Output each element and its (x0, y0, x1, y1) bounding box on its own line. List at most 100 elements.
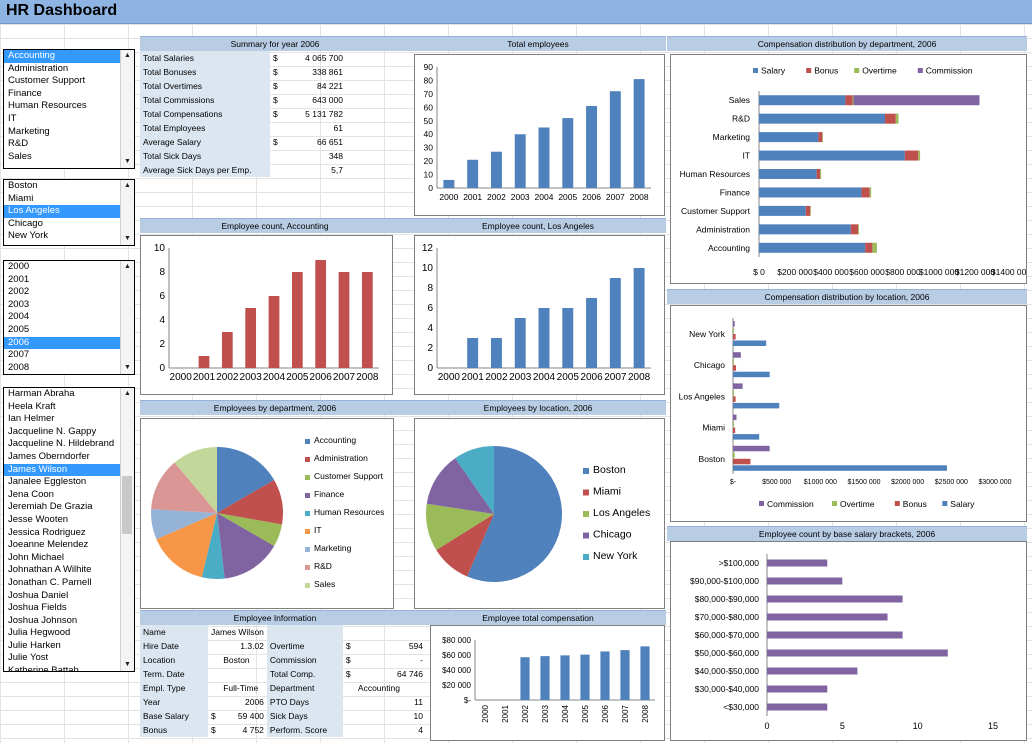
bar-2005 (580, 654, 590, 700)
years-option[interactable]: 2000 (8, 261, 30, 272)
employees-option[interactable]: Johnathan A Wilhite (8, 564, 92, 576)
y-tick-label: 4 (427, 323, 433, 334)
locations-scrollbar[interactable]: ▲ ▼ (120, 180, 134, 245)
bar-boston-commission (733, 445, 770, 452)
locations-option[interactable]: Miami (8, 192, 34, 204)
departments-option[interactable]: Administration (8, 62, 69, 74)
employees-option[interactable]: Jessica Rodriguez (8, 526, 86, 538)
y-tick-label: 10 (422, 263, 434, 274)
years-option[interactable]: 2008 (8, 361, 30, 373)
y-tick-label: $- (464, 696, 471, 705)
employees-option[interactable]: Jena Coon (8, 488, 54, 500)
x-tick-label: 10 (913, 721, 923, 731)
employees-option[interactable]: Joeanne Melendez (8, 539, 89, 551)
employees-option[interactable]: Jacqueline N. Gappy (8, 425, 97, 437)
bar-2007 (620, 650, 630, 700)
legend-swatch (305, 583, 310, 588)
locations-option[interactable]: New York (8, 230, 49, 242)
summary-row: Average Sick Days per Emp. 5,7 (140, 163, 346, 177)
employees-option[interactable]: Jacqueline N. Hildebrand (8, 438, 115, 450)
departments-option[interactable]: Customer Support (8, 75, 86, 87)
scroll-down-arrow-icon[interactable]: ▼ (124, 158, 131, 165)
department-listbox[interactable]: Accounting Administration Customer Support… (3, 49, 135, 169)
employees-option[interactable]: Julia Hegwood (8, 627, 71, 639)
employees-option[interactable]: Ian Helmer (8, 413, 55, 425)
year-listbox[interactable]: 2000 2001 2002 2003 2004 2005 2006 2007 2008 ▲ ▼ (3, 260, 135, 375)
employees-option[interactable]: Joshua Daniel (8, 589, 69, 601)
legend-swatch (917, 68, 923, 73)
legend-swatch (305, 565, 310, 570)
location-listbox[interactable]: Boston Miami Los Angeles Chicago New York ▲ ▼ (3, 179, 135, 246)
scroll-up-arrow-icon[interactable]: ▲ (124, 52, 131, 59)
summary-value: 4 065 700 (305, 53, 343, 63)
departments-option[interactable]: Marketing (8, 125, 50, 137)
info-value: 11 (414, 697, 423, 707)
employees-option[interactable]: James Wilson (4, 463, 134, 477)
y-tick-label: Accounting (708, 243, 750, 253)
summary-currency (270, 121, 284, 135)
info-value: Accounting (357, 683, 400, 693)
locations-option[interactable]: Chicago (8, 217, 43, 229)
departments-option[interactable]: Accounting (4, 50, 134, 63)
scroll-up-arrow-icon[interactable]: ▲ (124, 263, 131, 270)
employees-option[interactable]: James Oberndorfer (8, 450, 90, 462)
employees-option[interactable]: Harman Abraha (8, 388, 75, 399)
scroll-down-arrow-icon[interactable]: ▼ (124, 661, 131, 668)
info-currency: $ (211, 725, 216, 735)
bar-administration-overtime (858, 224, 859, 235)
departments-option[interactable]: Finance (8, 87, 42, 99)
y-tick-label: 2 (159, 339, 165, 350)
pie-loc-panel: Boston Miami Los Angeles Chicago New York (414, 418, 665, 609)
employees-option[interactable]: Katherine Battah (8, 665, 79, 672)
info-value: 64 746 (397, 669, 423, 679)
scroll-up-arrow-icon[interactable]: ▲ (124, 182, 131, 189)
years-scrollbar[interactable]: ▲ ▼ (120, 261, 134, 374)
legend-label: Administration (314, 453, 368, 463)
employee-listbox[interactable]: Harman Abraha Heela Kraft Ian Helmer Jacque… (3, 387, 135, 672)
years-option[interactable]: 2004 (8, 311, 30, 323)
departments-scrollbar[interactable]: ▲ ▼ (120, 50, 134, 168)
y-tick-label: $60,000-$70,000 (695, 630, 760, 640)
x-tick-label: 5 (840, 721, 845, 731)
employees-option[interactable]: Heela Kraft (8, 400, 56, 412)
employees-option[interactable]: Jeremiah De Grazia (8, 501, 93, 513)
employees-option[interactable]: Julie Harken (8, 639, 61, 651)
employees-option[interactable]: Julie Yost (8, 652, 49, 664)
years-option[interactable]: 2006 (4, 336, 134, 350)
employees-option[interactable]: Jesse Wooten (8, 513, 69, 525)
scroll-down-arrow-icon[interactable]: ▼ (124, 235, 131, 242)
employees-option[interactable]: Janalee Eggleston (8, 476, 87, 488)
slice-los-angeles (426, 503, 494, 550)
legend-label: Sales (314, 579, 335, 589)
employees-scroll-thumb[interactable] (122, 476, 132, 534)
y-tick-label: Boston (699, 454, 726, 464)
legend-label: Miami (593, 486, 621, 498)
years-option[interactable]: 2007 (8, 349, 30, 361)
bar-los-angeles-bonus (733, 396, 736, 402)
employees-option[interactable]: John Michael (8, 551, 64, 563)
years-option[interactable]: 2001 (8, 273, 30, 285)
legend-label: Overtime (840, 499, 875, 509)
employees-option[interactable]: Joshua Fields (8, 602, 67, 614)
bar-administration-bonus (850, 224, 858, 235)
bar-2002 (490, 151, 502, 188)
scroll-down-arrow-icon[interactable]: ▼ (124, 364, 131, 371)
departments-option[interactable]: R&D (8, 138, 29, 150)
info-value: 4 752 (242, 725, 264, 735)
scroll-up-arrow-icon[interactable]: ▲ (124, 390, 131, 397)
departments-option[interactable]: Human Resources (8, 100, 87, 112)
years-option[interactable]: 2002 (8, 286, 30, 298)
locations-option[interactable]: Boston (8, 180, 38, 191)
bar-boston-bonus (733, 458, 751, 465)
x-tick-label: $2000 000 (891, 479, 924, 486)
departments-option[interactable]: Sales (8, 150, 32, 162)
employees-scrollbar[interactable]: ▲ ▼ (120, 388, 134, 671)
employees-option[interactable]: Joshua Johnson (8, 614, 78, 626)
years-option[interactable]: 2003 (8, 298, 30, 310)
locations-option[interactable]: Los Angeles (4, 205, 134, 218)
employees-option[interactable]: Jonathan C. Parnell (8, 576, 92, 588)
x-tick-label: 2001 (463, 192, 482, 202)
years-option[interactable]: 2005 (8, 323, 30, 335)
bar-sales-overtime (852, 95, 854, 106)
departments-option[interactable]: IT (8, 112, 17, 124)
